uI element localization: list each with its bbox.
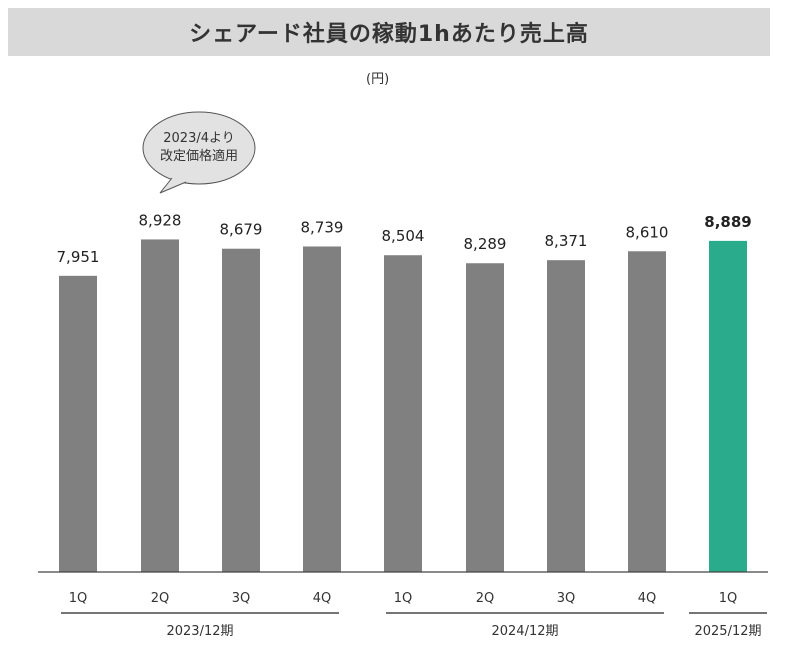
chart-title-band: シェアード社員の稼動1hあたり売上高: [8, 8, 770, 56]
bar-value-label-5: 8,504: [382, 227, 425, 245]
bar-6: [466, 263, 504, 572]
bar-9: [709, 240, 747, 572]
x-tick-label-5: 1Q: [394, 591, 413, 606]
bar-value-label-8: 8,610: [626, 223, 669, 241]
x-tick-label-9: 1Q: [719, 591, 738, 606]
bar-8: [628, 251, 666, 572]
x-tick-label-2: 2Q: [151, 591, 170, 606]
x-tick-label-8: 4Q: [638, 591, 657, 606]
price-revision-callout: 2023/4より 改定価格適用: [142, 111, 256, 194]
callout-line-1: 2023/4より: [163, 131, 234, 146]
bar-7: [547, 260, 585, 572]
bar-1: [59, 275, 97, 572]
bar-5: [384, 255, 422, 572]
bar-value-label-1: 7,951: [57, 248, 100, 266]
bar-value-label-6: 8,289: [464, 235, 507, 253]
bar-value-label-2: 8,928: [139, 211, 182, 229]
group-label-2: 2024/12期: [491, 624, 558, 639]
chart-title: シェアード社員の稼動1hあたり売上高: [189, 22, 589, 47]
group-label-3: 2025/12期: [694, 624, 761, 639]
x-tick-label-6: 2Q: [476, 591, 495, 606]
bar-value-label-7: 8,371: [545, 232, 588, 250]
bar-3: [222, 248, 260, 572]
x-tick-label-7: 3Q: [557, 591, 576, 606]
callout-line-2: 改定価格適用: [160, 148, 238, 164]
x-tick-label-1: 1Q: [69, 591, 88, 606]
x-tick-label-4: 4Q: [313, 591, 332, 606]
group-label-1: 2023/12期: [166, 624, 233, 639]
bar-value-label-3: 8,679: [220, 221, 263, 239]
unit-label: (円): [366, 72, 390, 87]
bar-value-label-9: 8,889: [704, 213, 751, 231]
bar-4: [303, 246, 341, 573]
bar-2: [141, 239, 179, 572]
bar-value-label-4: 8,739: [301, 218, 344, 236]
x-tick-label-3: 3Q: [232, 591, 251, 606]
